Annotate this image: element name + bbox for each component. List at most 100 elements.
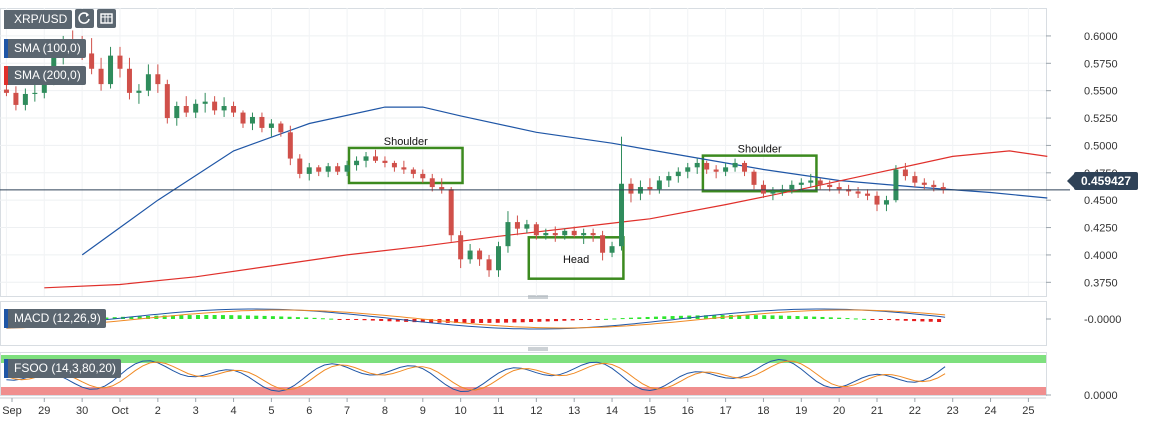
candle (354, 160, 360, 166)
candle (675, 171, 681, 177)
macd-bar (245, 315, 250, 319)
candle (89, 53, 95, 69)
macd-bar (170, 315, 175, 319)
macd-bar (903, 319, 908, 321)
y-tick-label: 0.3750 (1084, 277, 1118, 289)
macd-bar (462, 319, 467, 323)
candle (249, 116, 255, 124)
candle (448, 189, 454, 236)
x-tick-label: 20 (833, 405, 845, 417)
y-tick-label: 0.4000 (1084, 250, 1118, 262)
sma200-text: SMA (200,0) (14, 68, 81, 82)
fsoo-label[interactable]: FSOO (14,3,80,20) (4, 359, 122, 378)
macd-bar (937, 319, 942, 323)
macd-bar (579, 319, 584, 321)
macd-bar (662, 316, 667, 319)
x-tick-label: 12 (530, 405, 542, 417)
macd-bar (728, 315, 733, 319)
macd-bar (445, 319, 450, 323)
x-tick-label: 23 (947, 405, 959, 417)
candle (931, 184, 937, 188)
candle (571, 230, 577, 236)
macd-bar (104, 317, 109, 319)
table-icon[interactable] (97, 9, 116, 28)
macd-bar (687, 315, 692, 319)
sma100-label[interactable]: SMA (100,0) (4, 39, 86, 58)
candle (410, 169, 416, 174)
candle (325, 166, 331, 172)
x-tick-label: 10 (455, 405, 467, 417)
macd-bar (112, 317, 117, 319)
candle (344, 165, 350, 172)
x-tick-label: Sep (2, 405, 22, 417)
x-tick-label: Oct (111, 405, 128, 417)
x-tick-label: 4 (230, 405, 236, 417)
macd-bar (429, 319, 434, 323)
macd-bar (762, 315, 767, 319)
macd-bar (795, 316, 800, 319)
macd-bar (554, 319, 559, 322)
candle (496, 246, 501, 271)
main-pane-frame (0, 8, 1047, 297)
candle (524, 224, 530, 229)
candle (912, 176, 918, 183)
symbol-label[interactable]: XRP/USD (4, 10, 73, 29)
macd-line (6, 308, 946, 330)
candle (808, 180, 814, 183)
candle (552, 233, 558, 236)
macd-bar (612, 318, 617, 320)
x-tick-label: 6 (306, 405, 312, 417)
candle (477, 250, 483, 260)
candle (278, 123, 284, 133)
candle (827, 184, 833, 188)
candle (789, 184, 795, 190)
candle (902, 169, 908, 177)
x-tick-label: 15 (644, 405, 656, 417)
macd-bar (595, 319, 600, 320)
y-tick-label: 0.5250 (1084, 113, 1118, 125)
x-tick-label: 3 (193, 405, 199, 417)
candle (590, 233, 596, 236)
x-tick-label: 16 (682, 405, 694, 417)
macd-signal-line (6, 309, 946, 329)
candle (751, 171, 757, 185)
macd-bar (520, 319, 525, 323)
macd-bar (212, 315, 217, 319)
candle (174, 106, 180, 119)
candle (297, 158, 303, 174)
sma200-label[interactable]: SMA (200,0) (4, 66, 86, 85)
macd-bar (653, 316, 658, 319)
candle (22, 93, 28, 105)
macd-bar (745, 315, 750, 319)
macd-bar (354, 319, 359, 320)
candle (221, 106, 227, 111)
candle (363, 156, 369, 161)
candle (3, 89, 9, 93)
candle (694, 162, 700, 168)
symbol-text: XRP/USD (14, 12, 68, 26)
refresh-icon[interactable] (75, 9, 94, 28)
macd-bar (287, 316, 292, 319)
macd-bar (737, 315, 742, 319)
macd-bar (537, 319, 542, 322)
candle (883, 200, 889, 205)
macd-bar (678, 315, 683, 319)
candle (335, 166, 341, 172)
y-tick-label: 0.4500 (1084, 195, 1118, 207)
candle (704, 162, 710, 170)
x-tick-label: 13 (568, 405, 580, 417)
macd-bar (312, 317, 317, 319)
y-tick-label: 0.5500 (1084, 86, 1118, 98)
sma100-text: SMA (100,0) (14, 41, 81, 55)
macd-bar (620, 318, 625, 320)
candle (458, 235, 464, 260)
candle (940, 187, 946, 190)
macd-bar (928, 319, 933, 322)
macd-bar (920, 319, 925, 322)
macd-bar (703, 315, 708, 319)
macd-pane-frame (0, 301, 1047, 346)
macd-bar (420, 319, 425, 323)
candle (212, 101, 218, 111)
macd-label[interactable]: MACD (12,26,9) (4, 309, 106, 328)
